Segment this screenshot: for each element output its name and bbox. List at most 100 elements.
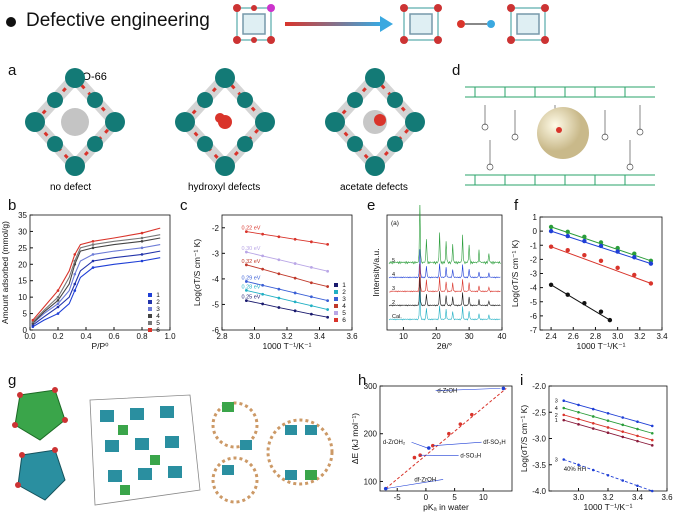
data-point (621, 416, 625, 419)
x-axis-label: 1000 T⁻¹/K⁻¹ (577, 341, 626, 351)
data-point (91, 243, 95, 246)
data-point (293, 300, 297, 304)
trace-label: 5 (392, 258, 395, 264)
series-line-4 (32, 237, 161, 324)
y-tick-label: -2 (530, 255, 538, 264)
data-point (326, 242, 330, 246)
data-point (582, 252, 587, 258)
xrd-trace-2 (388, 276, 501, 307)
legend-marker (334, 297, 338, 301)
plot-frame (29, 214, 171, 331)
data-point (309, 295, 313, 299)
data-point (648, 281, 654, 286)
data-point (277, 258, 281, 262)
x-tick-label: 3.2 (634, 332, 646, 341)
data-point (548, 282, 554, 287)
data-point (31, 318, 35, 322)
series-line-3 (246, 281, 328, 302)
data-point (426, 446, 431, 450)
data-point (91, 266, 95, 269)
activation-energy-label: 0.25 eV (242, 295, 261, 301)
data-point (562, 413, 566, 417)
data-point (636, 434, 639, 438)
data-point (293, 262, 297, 265)
bullet-icon (6, 17, 16, 27)
panel-label-c: c (180, 197, 188, 214)
legend-marker (148, 328, 152, 332)
y-tick-label: 35 (18, 211, 27, 220)
y-tick-label: 0 (23, 326, 28, 335)
data-point (418, 453, 422, 458)
point-label: df-ZrOH (414, 477, 436, 483)
y-tick-label: 1 (533, 213, 538, 222)
cluster-green-icon (12, 387, 68, 441)
x-tick-label: 0 (424, 493, 429, 502)
activation-energy-label: 0.32 eV (242, 259, 261, 265)
y-tick-label: -5 (530, 298, 538, 307)
x-tick-label: 0.2 (52, 332, 64, 341)
data-point (412, 455, 417, 460)
data-point (91, 259, 95, 263)
data-point (244, 299, 248, 303)
panel-label-a: a (8, 62, 17, 79)
data-point (650, 444, 654, 447)
data-point (591, 415, 595, 418)
data-point (582, 238, 587, 244)
x-tick-label: 3.0 (612, 332, 624, 341)
series-label: 1 (555, 418, 558, 424)
y-tick-label: 5 (23, 310, 28, 319)
data-point (326, 269, 330, 273)
data-point (56, 289, 60, 292)
data-point (598, 258, 604, 263)
label-pointer (385, 479, 444, 489)
series-label: 3 (555, 458, 558, 464)
data-point (470, 412, 474, 417)
data-point (73, 272, 77, 276)
data-point (606, 426, 610, 429)
x-tick-label: 30 (465, 332, 474, 341)
series-line-2 (246, 289, 328, 310)
data-point (326, 299, 330, 303)
data-point (636, 427, 639, 431)
data-point (632, 272, 637, 278)
data-point (632, 255, 637, 260)
xrd-trace-4 (388, 249, 501, 279)
data-point (650, 431, 654, 435)
caption-hydroxyl: hydroxyl defects (188, 182, 260, 193)
label-pointer (411, 441, 428, 449)
phosphonate-groups (481, 105, 644, 171)
x-tick-label: 10 (479, 493, 488, 502)
series-line-2 (32, 250, 161, 326)
y-axis-label: Log(σT/S cm⁻¹ K) (192, 239, 202, 307)
data-point (56, 295, 60, 299)
data-point (621, 435, 625, 439)
data-point (606, 419, 610, 422)
data-point (650, 424, 654, 428)
mof-cage-icon (400, 4, 442, 44)
y-axis-label: ΔE (kJ mol⁻¹) (352, 413, 360, 464)
data-point (501, 386, 506, 391)
x-tick-label: 3.6 (346, 332, 358, 341)
y-tick-label: 15 (18, 277, 27, 286)
xrd-trace-3 (389, 263, 501, 293)
x-tick-label: 20 (432, 332, 441, 341)
legend-entry: 1 (156, 292, 160, 299)
series-line-5 (32, 234, 161, 323)
lattice-cube-icon (89, 394, 201, 506)
y-tick-label: -5 (212, 300, 220, 309)
data-point (277, 306, 281, 309)
y-tick-label: 10 (18, 293, 27, 302)
x-tick-label: 0.8 (136, 332, 148, 341)
point-label: d-ZrOH₂ (383, 440, 406, 446)
legend-entry: 6 (342, 317, 346, 324)
data-point (293, 237, 297, 241)
data-point (577, 403, 580, 407)
data-point (91, 253, 95, 256)
cage-molecules-icon (211, 401, 334, 504)
point-label: df-SO₃H (483, 440, 505, 446)
y-tick-label: -4.0 (532, 487, 546, 496)
data-point (562, 418, 566, 422)
point-label: d-ZrOH (437, 389, 457, 395)
fit-line (550, 284, 611, 321)
series-label: 3 (555, 399, 558, 405)
